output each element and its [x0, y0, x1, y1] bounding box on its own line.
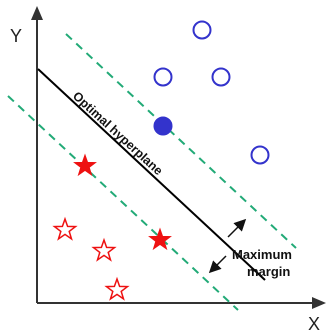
margin-label-line1: Maximum: [232, 247, 292, 262]
lower-margin-line: [7, 95, 239, 311]
circle-point: [211, 67, 231, 87]
circle-support-vector: [153, 116, 173, 136]
y-axis-label: Y: [10, 26, 22, 46]
star-point: [104, 276, 130, 301]
star-point: [52, 216, 78, 241]
x-axis-label: X: [308, 314, 320, 333]
margin-arrow-up: [227, 218, 247, 238]
y-axis-arrow-icon: [31, 6, 43, 20]
upper-margin-line: [65, 33, 297, 249]
margin-label-line2: margin: [247, 264, 290, 279]
margin-arrow-down: [208, 255, 227, 274]
circle-point: [250, 145, 270, 165]
star-support-vector: [148, 227, 172, 251]
star-point: [91, 237, 117, 262]
optimal-hyperplane-line: [37, 68, 266, 281]
x-axis-arrow-icon: [312, 297, 326, 309]
circle-point: [153, 67, 173, 87]
star-support-vector: [73, 153, 97, 177]
circle-point: [192, 20, 212, 40]
